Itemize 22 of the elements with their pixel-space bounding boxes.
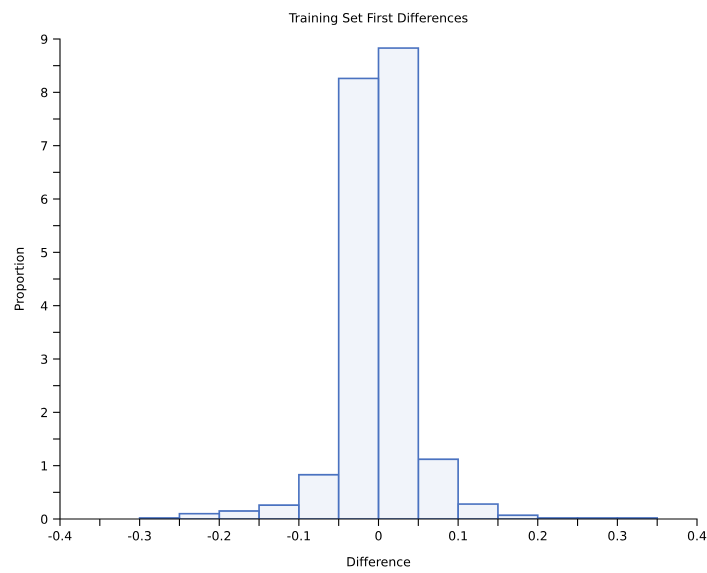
y-tick-label: 2 (41, 408, 47, 418)
y-tick-label: 0 (41, 514, 48, 524)
y-tick-label: 9 (41, 34, 48, 44)
x-tick-label: -0.3 (128, 531, 151, 540)
x-tick-label: 0.4 (688, 531, 706, 540)
x-tick-label: 0 (375, 531, 382, 540)
x-axis-title: Difference (347, 556, 410, 566)
x-tick-label: 0.2 (528, 531, 546, 540)
x-tick-label: -0.4 (48, 531, 72, 540)
x-tick-label: -0.1 (287, 531, 310, 540)
x-tick-label: -0.2 (208, 531, 230, 540)
x-tick-label: 0.3 (608, 531, 626, 540)
y-tick-label: 1 (42, 461, 48, 470)
y-tick-label: 8 (41, 88, 48, 98)
y-tick-label: 5 (41, 248, 48, 258)
y-axis-title: Proportion (14, 248, 26, 310)
y-tick-label: 4 (40, 301, 48, 310)
chart-title: Training Set First Differences (288, 12, 468, 25)
x-tick-label: 0.1 (449, 531, 467, 540)
y-tick-label: 6 (41, 194, 48, 204)
y-tick-label: 7 (41, 141, 48, 150)
y-tick-label: 3 (41, 354, 48, 364)
